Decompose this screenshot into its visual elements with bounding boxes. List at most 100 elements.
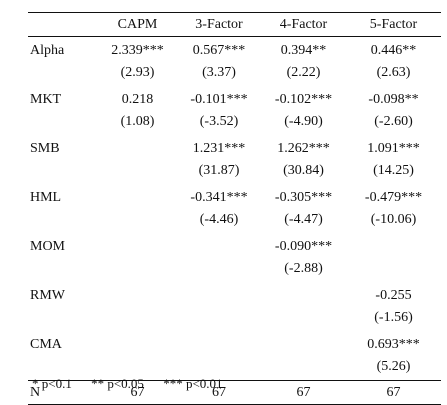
regression-results-table: CAPM 3-Factor 4-Factor 5-Factor Alpha 2.3… (28, 12, 441, 405)
header-4-factor: 4-Factor (279, 17, 328, 32)
coef-mom-capm (98, 233, 177, 258)
tstat-rmw-3-factor (177, 307, 261, 331)
tstat-cma-5-factor: (5.26) (376, 359, 411, 374)
coef-smb-capm (98, 135, 177, 160)
coef-mom-3-factor (177, 233, 261, 258)
significance-note: * p<0.1 ** p<0.05 *** p<0.01 (32, 376, 239, 392)
coef-alpha-4-factor: 0.394** (280, 43, 327, 58)
coef-hml-capm (98, 184, 177, 209)
tstat-row-rmw: (-1.56) (28, 307, 441, 331)
tstat-mkt-5-factor: (-2.60) (374, 114, 413, 129)
tstat-alpha-4-factor: (2.22) (286, 65, 321, 80)
tstat-row-spacer (28, 209, 98, 233)
coef-cma-capm (98, 331, 177, 356)
tstat-rmw-4-factor (261, 307, 346, 331)
row-label-alpha: Alpha (30, 43, 65, 58)
tstat-row-hml: (-4.46) (-4.47) (-10.06) (28, 209, 441, 233)
tstat-smb-5-factor: (14.25) (373, 163, 414, 178)
tstat-cma-4-factor (261, 356, 346, 381)
row-label-mkt: MKT (30, 92, 62, 107)
note-p-0-01: *** p<0.01 (163, 376, 223, 391)
tstat-mom-capm (98, 258, 177, 282)
coef-row-alpha: Alpha 2.339*** 0.567*** 0.394** 0.446** (28, 37, 441, 63)
header-3-factor: 3-Factor (195, 17, 243, 32)
tstat-row-cma: (5.26) (28, 356, 441, 381)
tstat-mkt-capm: (1.08) (120, 114, 155, 129)
row-label-mom: MOM (30, 239, 66, 254)
row-label-rmw: RMW (30, 288, 65, 303)
tstat-alpha-3-factor: (3.37) (202, 65, 236, 80)
coef-mkt-4-factor: -0.102*** (274, 92, 333, 107)
coef-hml-3-factor: -0.341*** (190, 190, 248, 205)
header-row: CAPM 3-Factor 4-Factor 5-Factor (28, 12, 441, 37)
tstat-hml-3-factor: (-4.46) (199, 212, 239, 227)
note-p-0-1: * p<0.1 (32, 376, 72, 391)
tstat-smb-4-factor: (30.84) (283, 163, 324, 178)
tstat-hml-4-factor: (-4.47) (284, 212, 323, 227)
row-label-hml: HML (30, 190, 62, 205)
tstat-hml-capm (98, 209, 177, 233)
tstat-row-spacer (28, 62, 98, 86)
coef-mkt-5-factor: -0.098** (368, 92, 419, 107)
tstat-alpha-5-factor: (2.63) (376, 65, 411, 80)
tstat-row-mkt: (1.08) (-3.52) (-4.90) (-2.60) (28, 111, 441, 135)
header-capm: CAPM (117, 17, 158, 32)
coef-row-cma: CMA 0.693*** (28, 331, 441, 356)
coef-hml-4-factor: -0.305*** (274, 190, 333, 205)
coef-alpha-capm: 2.339*** (111, 43, 164, 58)
n-4-factor: 67 (296, 385, 311, 400)
coef-smb-4-factor: 1.262*** (277, 141, 330, 156)
tstat-mkt-4-factor: (-4.90) (284, 114, 323, 129)
tstat-mkt-3-factor: (-3.52) (199, 114, 239, 129)
tstat-row-spacer (28, 111, 98, 135)
tstat-mom-4-factor: (-2.88) (284, 261, 323, 276)
header-5-factor: 5-Factor (369, 17, 418, 32)
tstat-rmw-5-factor: (-1.56) (374, 310, 413, 325)
coef-rmw-4-factor (261, 282, 346, 307)
note-p-0-05: ** p<0.05 (91, 376, 144, 391)
n-capm: 67 (130, 385, 145, 400)
coef-cma-5-factor: 0.693*** (367, 337, 420, 352)
coef-mom-5-factor (346, 233, 441, 258)
coef-row-hml: HML -0.341*** -0.305*** -0.479*** (28, 184, 441, 209)
coef-rmw-5-factor: -0.255 (375, 288, 412, 303)
coef-rmw-3-factor (177, 282, 261, 307)
tstat-rmw-capm (98, 307, 177, 331)
coef-cma-3-factor (177, 331, 261, 356)
tstat-mom-3-factor (177, 258, 261, 282)
tstat-row-spacer (28, 307, 98, 331)
coef-mkt-3-factor: -0.101*** (190, 92, 248, 107)
tstat-row-smb: (31.87) (30.84) (14.25) (28, 160, 441, 184)
tstat-mom-5-factor (346, 258, 441, 282)
table-header: CAPM 3-Factor 4-Factor 5-Factor (28, 12, 441, 37)
coef-alpha-3-factor: 0.567*** (192, 43, 246, 58)
tstat-row-alpha: (2.93) (3.37) (2.22) (2.63) (28, 62, 441, 86)
tstat-smb-capm (98, 160, 177, 184)
tstat-row-mom: (-2.88) (28, 258, 441, 282)
row-label-n: N (30, 385, 41, 400)
row-label-smb: SMB (30, 141, 60, 156)
table-body: Alpha 2.339*** 0.567*** 0.394** 0.446** (2.93… (28, 37, 441, 381)
coef-row-mom: MOM -0.090*** (28, 233, 441, 258)
coef-mom-4-factor: -0.090*** (274, 239, 333, 254)
coef-cma-4-factor (261, 331, 346, 356)
header-cell-blank (28, 13, 98, 37)
coef-rmw-capm (98, 282, 177, 307)
coef-row-mkt: MKT 0.218 -0.101*** -0.102*** -0.098** (28, 86, 441, 111)
coef-smb-3-factor: 1.231*** (192, 141, 246, 156)
tstat-alpha-capm: (2.93) (120, 65, 155, 80)
coef-mkt-capm: 0.218 (121, 92, 154, 107)
row-label-cma: CMA (30, 337, 62, 352)
tstat-row-spacer (28, 258, 98, 282)
coef-hml-5-factor: -0.479*** (364, 190, 423, 205)
tstat-hml-5-factor: (-10.06) (370, 212, 417, 227)
coef-alpha-5-factor: 0.446** (370, 43, 417, 58)
tstat-row-spacer (28, 160, 98, 184)
coef-row-rmw: RMW -0.255 (28, 282, 441, 307)
n-3-factor: 67 (212, 385, 226, 400)
n-5-factor: 67 (386, 385, 401, 400)
coef-smb-5-factor: 1.091*** (367, 141, 420, 156)
tstat-smb-3-factor: (31.87) (198, 163, 240, 178)
coef-row-smb: SMB 1.231*** 1.262*** 1.091*** (28, 135, 441, 160)
